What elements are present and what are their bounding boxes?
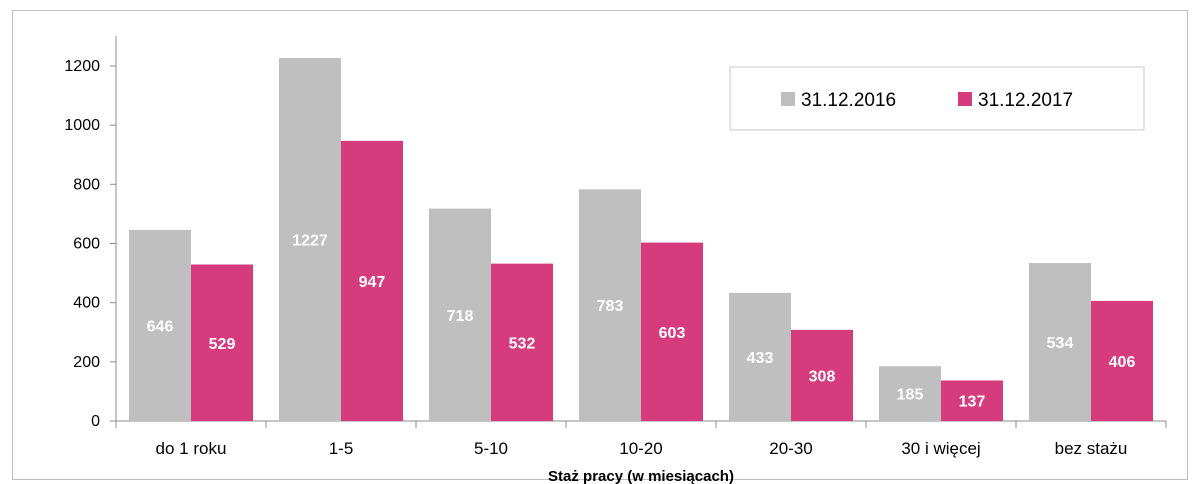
data-label: 783 bbox=[597, 298, 624, 315]
bar-series-2 bbox=[191, 264, 253, 421]
data-label: 529 bbox=[209, 336, 236, 353]
legend-swatch bbox=[781, 92, 795, 106]
data-label: 532 bbox=[509, 335, 536, 352]
bar-series-2 bbox=[1091, 300, 1153, 421]
bar-series-1 bbox=[429, 208, 491, 421]
legend-label: 31.12.2016 bbox=[801, 90, 896, 111]
y-tick-label: 800 bbox=[73, 176, 100, 193]
bar-series-2 bbox=[641, 242, 703, 421]
x-tick-label: 10-20 bbox=[619, 439, 662, 458]
x-tick-label: 1-5 bbox=[329, 439, 354, 458]
data-labels: 646 529 1227 947 718 532 783 603 433 308 185 137 534… bbox=[147, 233, 1136, 411]
bar-series-1 bbox=[129, 229, 191, 421]
x-axis-label: Staż pracy (w miesiącach) bbox=[548, 468, 734, 484]
bar-series-1 bbox=[579, 189, 641, 421]
data-label: 308 bbox=[809, 368, 836, 385]
y-axis: 0 200 400 600 800 1000 1200 bbox=[64, 36, 117, 430]
legend-box bbox=[729, 66, 1145, 131]
bar-series-1 bbox=[729, 292, 791, 421]
bar-series-1 bbox=[1029, 263, 1091, 421]
data-label: 185 bbox=[897, 387, 924, 404]
x-tick-label: 20-30 bbox=[769, 439, 812, 458]
data-label: 1227 bbox=[292, 233, 328, 250]
data-label: 406 bbox=[1109, 354, 1136, 371]
data-label: 534 bbox=[1047, 335, 1074, 352]
y-tick-label: 400 bbox=[73, 295, 100, 312]
data-label: 646 bbox=[147, 318, 174, 335]
data-label: 433 bbox=[747, 350, 774, 367]
bars bbox=[129, 58, 1153, 422]
y-tick-label: 600 bbox=[73, 236, 100, 253]
y-tick-label: 1200 bbox=[64, 58, 100, 75]
data-label: 137 bbox=[959, 394, 986, 411]
x-tick-label: 5-10 bbox=[474, 439, 508, 458]
x-axis: do 1 roku 1-5 5-10 10-20 20-30 30 i więcej bez… bbox=[115, 420, 1167, 458]
legend-label: 31.12.2017 bbox=[978, 90, 1073, 111]
data-label: 947 bbox=[359, 274, 386, 291]
x-tick-label: do 1 roku bbox=[156, 439, 227, 458]
data-label: 718 bbox=[447, 308, 474, 325]
x-tick-label: bez stażu bbox=[1055, 439, 1128, 458]
bar-series-1 bbox=[879, 366, 941, 421]
bar-series-1 bbox=[279, 58, 341, 421]
legend-swatch bbox=[958, 92, 972, 106]
bar-series-2 bbox=[491, 263, 553, 421]
bar-series-2 bbox=[791, 329, 853, 421]
y-tick-label: 0 bbox=[91, 413, 100, 430]
data-label: 603 bbox=[659, 325, 686, 342]
y-tick-label: 1000 bbox=[64, 117, 100, 134]
legend: 31.12.2016 31.12.2017 bbox=[729, 66, 1145, 131]
bar-series-2 bbox=[941, 380, 1003, 421]
x-tick-label: 30 i więcej bbox=[901, 439, 980, 458]
bar-series-2 bbox=[341, 140, 403, 422]
y-tick-label: 200 bbox=[73, 354, 100, 371]
